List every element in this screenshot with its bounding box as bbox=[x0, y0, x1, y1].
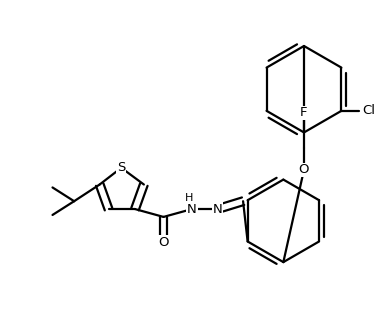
Text: N: N bbox=[213, 203, 222, 216]
Text: H: H bbox=[185, 193, 193, 203]
Text: N: N bbox=[187, 203, 197, 216]
Text: F: F bbox=[300, 106, 308, 119]
Text: S: S bbox=[117, 161, 126, 174]
Text: Cl: Cl bbox=[362, 104, 376, 117]
Text: O: O bbox=[299, 163, 309, 176]
Text: O: O bbox=[158, 236, 169, 249]
